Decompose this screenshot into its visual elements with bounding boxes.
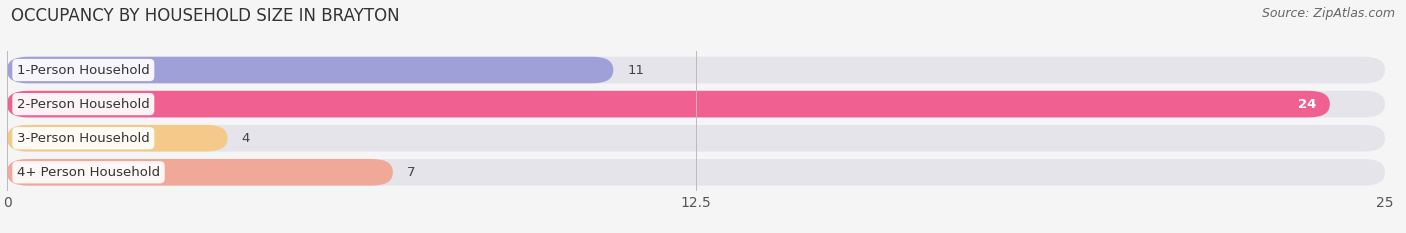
FancyBboxPatch shape [7,57,613,83]
Text: 2-Person Household: 2-Person Household [17,98,149,111]
FancyBboxPatch shape [7,91,1330,117]
FancyBboxPatch shape [7,159,1385,186]
Text: 3-Person Household: 3-Person Household [17,132,149,145]
Text: Source: ZipAtlas.com: Source: ZipAtlas.com [1261,7,1395,20]
Text: 4: 4 [242,132,250,145]
Text: 1-Person Household: 1-Person Household [17,64,149,76]
FancyBboxPatch shape [7,125,228,151]
FancyBboxPatch shape [7,125,1385,151]
Text: 7: 7 [406,166,415,179]
FancyBboxPatch shape [7,159,392,186]
Text: 11: 11 [627,64,644,76]
Text: 4+ Person Household: 4+ Person Household [17,166,160,179]
FancyBboxPatch shape [7,91,1385,117]
Text: 24: 24 [1298,98,1316,111]
FancyBboxPatch shape [7,57,1385,83]
Text: OCCUPANCY BY HOUSEHOLD SIZE IN BRAYTON: OCCUPANCY BY HOUSEHOLD SIZE IN BRAYTON [11,7,399,25]
